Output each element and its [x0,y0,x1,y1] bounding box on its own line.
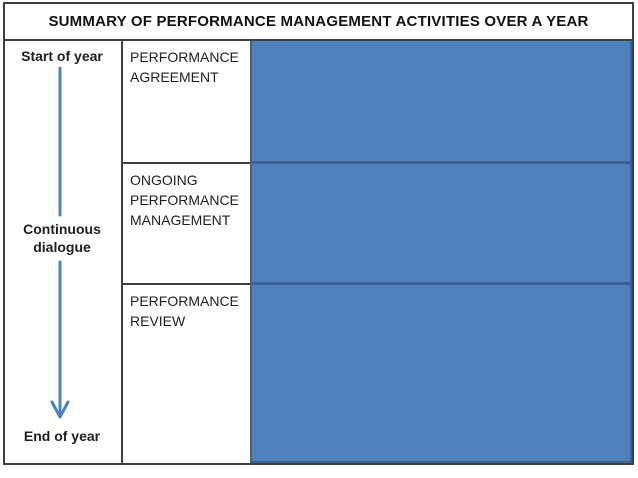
highlight-box-performance-review [250,285,632,463]
activity-label: PERFORMANCE REVIEW [130,293,239,329]
timeline-start-label: Start of year [21,48,103,64]
activity-label: ONGOING PERFORMANCE MANAGEMENT [130,172,239,228]
activity-cell-performance-agreement: PERFORMANCE AGREEMENT [123,41,250,164]
activity-cell-performance-review: PERFORMANCE REVIEW [123,285,250,463]
highlight-box-performance-agreement [250,41,632,164]
diagram-table: Start of year Continuous dialogue End of… [5,41,632,463]
activity-label: PERFORMANCE AGREEMENT [130,49,239,85]
timeline-end-label: End of year [23,428,101,444]
title-bar: SUMMARY OF PERFORMANCE MANAGEMENT ACTIVI… [5,4,632,41]
highlight-box-ongoing-performance-management [250,164,632,285]
page-title: SUMMARY OF PERFORMANCE MANAGEMENT ACTIVI… [48,13,589,30]
down-arrow-icon [50,66,70,419]
activity-cell-ongoing-performance-management: ONGOING PERFORMANCE MANAGEMENT [123,164,250,285]
slide-frame: SUMMARY OF PERFORMANCE MANAGEMENT ACTIVI… [3,2,634,465]
timeline-column: Start of year Continuous dialogue End of… [5,41,123,463]
timeline-middle-label: Continuous dialogue [23,221,101,255]
